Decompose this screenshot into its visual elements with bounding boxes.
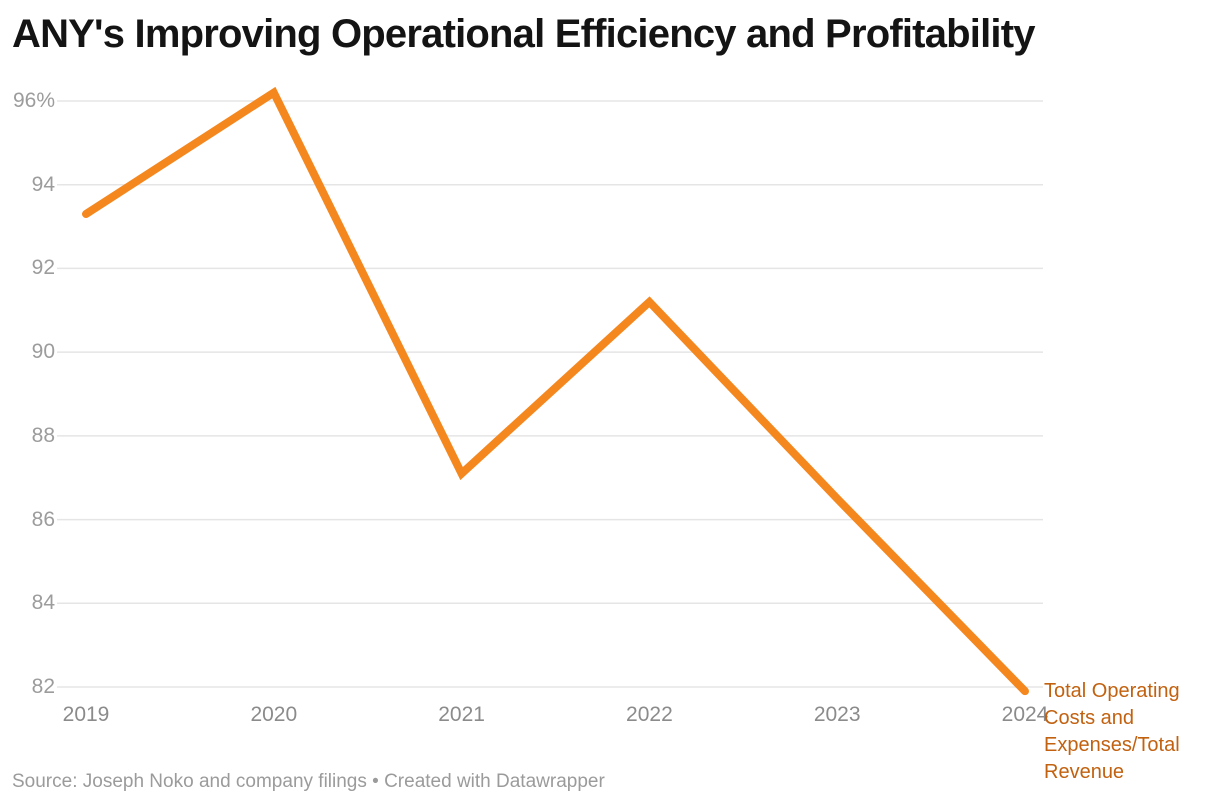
x-tick-label: 2020 <box>250 703 298 726</box>
y-tick-label: 82 <box>31 675 55 698</box>
source-attribution: Source: Joseph Noko and company filings … <box>12 771 605 792</box>
y-tick-label: 88 <box>31 423 55 447</box>
data-line-total-operating-costs-ratio <box>82 86 1029 696</box>
y-tick-label: 86 <box>31 507 55 531</box>
y-tick-label: 92 <box>31 256 55 280</box>
chart-title: ANY's Improving Operational Efficiency a… <box>12 12 1035 56</box>
x-tick-label: 2024 <box>1001 703 1049 726</box>
x-tick-label: 2022 <box>626 703 673 726</box>
y-tick-label: 94 <box>31 172 55 196</box>
x-tick-label: 2019 <box>62 703 110 726</box>
x-tick-label: 2021 <box>438 703 485 726</box>
x-tick-label: 2023 <box>813 703 861 726</box>
y-tick-label: 84 <box>31 591 55 615</box>
y-tick-label: 96% <box>12 89 55 112</box>
series-direct-label: Total Operating Costs and Expenses/Total… <box>1044 680 1180 783</box>
y-tick-label: 90 <box>31 340 55 364</box>
